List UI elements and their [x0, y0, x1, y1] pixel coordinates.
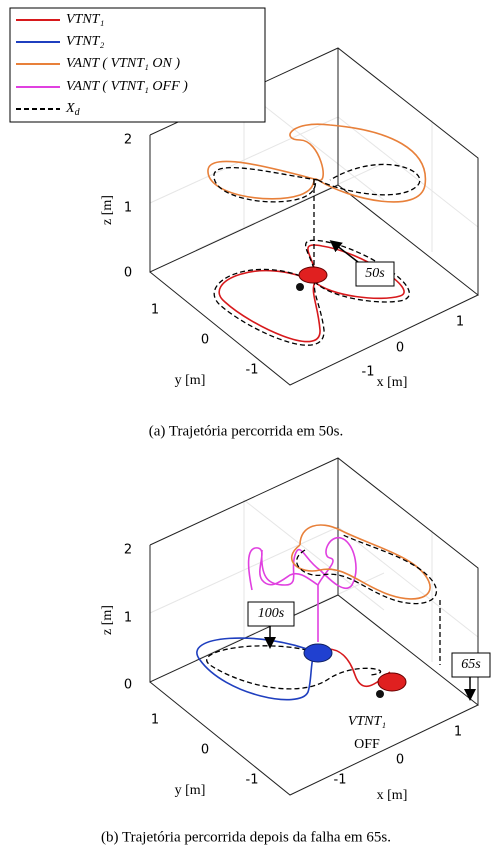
x-tick-label: 1 — [456, 315, 464, 330]
x-tick-label: -1 — [334, 773, 347, 788]
legend-label: VTNT₂ — [66, 34, 104, 49]
legend: VTNT₁ VTNT₂ VANT ( VTNT₁ ON ) VANT ( VTN… — [10, 8, 265, 122]
legend-label: VTNT₁ — [66, 12, 104, 27]
trajectory-vtnt2 — [197, 638, 315, 700]
trajectory-vtnt1 — [219, 245, 404, 342]
z-tick-label: 2 — [124, 133, 132, 148]
x-tick-label: 1 — [454, 725, 462, 740]
y-tick-label: 1 — [151, 713, 159, 728]
trajectory-vant — [292, 525, 430, 599]
axes-box — [150, 458, 478, 795]
caption: (b) Trajetória percorrida depois da falh… — [101, 829, 391, 845]
y-axis-label: y [m] — [175, 783, 206, 798]
y-tick-label: -1 — [246, 773, 259, 788]
legend-label: VANT ( VTNT₁ ON ) — [66, 56, 180, 71]
annotation: 50s — [365, 266, 385, 281]
figure: 50s 2 1 0 1 0 -1 -1 0 1 z [m] y [m] x [m… — [0, 0, 493, 850]
z-axis-label: z [m] — [100, 605, 115, 635]
wheel — [296, 283, 304, 291]
x-axis-label: x [m] — [377, 375, 408, 390]
legend-label: VANT ( VTNT₁ OFF ) — [66, 79, 188, 94]
trajectory-vant — [208, 124, 425, 202]
trajectory-ref-vant — [214, 164, 420, 268]
robot — [299, 267, 327, 283]
annotation: 65s — [461, 657, 481, 672]
x-tick-label: 0 — [396, 341, 404, 356]
y-tick-label: 1 — [151, 303, 159, 318]
panel-b: 100s 65s VTNT₁ OFF 2 1 0 1 0 -1 -1 0 1 z… — [100, 458, 490, 845]
robot — [378, 673, 406, 691]
legend-label-main: X — [65, 101, 75, 116]
annotation: VTNT₁ — [348, 714, 386, 729]
y-tick-label: 0 — [201, 743, 209, 758]
x-axis-label: x [m] — [377, 788, 408, 803]
annotation: 100s — [258, 606, 285, 621]
z-tick-label: 0 — [124, 266, 132, 281]
trajectory-ref — [207, 646, 381, 689]
z-tick-label: 1 — [124, 201, 132, 216]
z-tick-label: 0 — [124, 678, 132, 693]
x-tick-label: 0 — [396, 753, 404, 768]
arrow — [332, 242, 358, 262]
annotation: OFF — [354, 737, 380, 752]
y-tick-label: -1 — [246, 363, 259, 378]
trajectory-ref — [214, 240, 409, 345]
z-tick-label: 2 — [124, 543, 132, 558]
y-tick-label: 0 — [201, 333, 209, 348]
x-tick-label: -1 — [362, 365, 375, 380]
z-tick-label: 1 — [124, 611, 132, 626]
robot-vant — [304, 644, 332, 662]
z-axis-label: z [m] — [100, 195, 115, 225]
wheel — [376, 690, 384, 698]
y-axis-label: y [m] — [175, 373, 206, 388]
caption: (a) Trajetória percorrida em 50s. — [149, 423, 344, 439]
